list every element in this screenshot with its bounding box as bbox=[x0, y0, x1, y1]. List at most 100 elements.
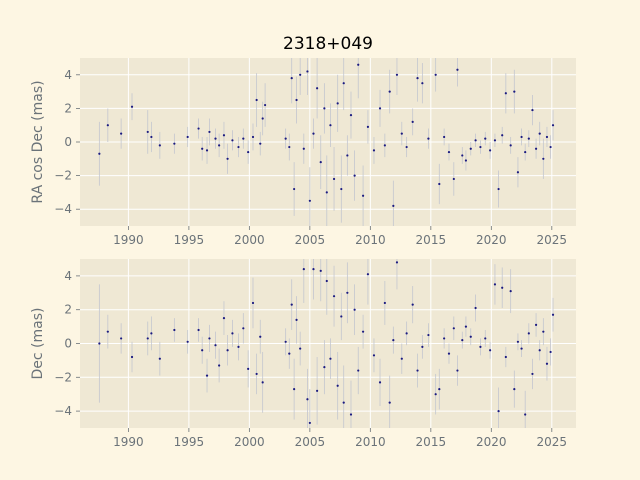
data-point bbox=[421, 345, 424, 348]
data-point bbox=[427, 137, 430, 140]
data-point bbox=[427, 333, 430, 337]
x-tick-label: 1990 bbox=[113, 435, 144, 449]
data-point bbox=[312, 132, 315, 135]
data-point bbox=[255, 98, 258, 102]
data-point bbox=[388, 90, 391, 93]
data-point bbox=[306, 70, 309, 73]
data-point bbox=[434, 393, 437, 396]
figure-title: 2318+049 bbox=[283, 34, 373, 54]
data-point bbox=[538, 349, 541, 352]
data-point bbox=[513, 90, 516, 93]
data-point bbox=[504, 355, 507, 359]
data-point bbox=[312, 268, 315, 271]
data-point bbox=[237, 345, 240, 348]
data-point bbox=[452, 327, 455, 330]
data-point bbox=[416, 369, 419, 372]
data-point bbox=[372, 149, 376, 152]
data-point bbox=[130, 105, 134, 108]
data-point bbox=[378, 107, 382, 110]
x-tick-label: 1995 bbox=[174, 233, 205, 247]
data-point bbox=[299, 73, 302, 76]
data-point bbox=[308, 421, 311, 425]
data-point bbox=[469, 147, 472, 150]
data-point bbox=[173, 328, 176, 332]
data-point bbox=[438, 182, 441, 186]
data-point bbox=[295, 98, 298, 102]
data-point bbox=[443, 337, 446, 340]
data-point bbox=[261, 381, 264, 384]
data-point bbox=[197, 328, 200, 332]
data-point bbox=[302, 268, 305, 271]
y-tick-label: 0 bbox=[64, 337, 72, 351]
data-point bbox=[497, 187, 500, 191]
data-point bbox=[479, 345, 482, 348]
data-point bbox=[549, 350, 552, 354]
x-tick-label: 2015 bbox=[416, 233, 447, 247]
ra-panel: 1990 1995 2000 2005 2010 2015 2020 2025 −4 −2 0 2 4 R… bbox=[30, 58, 576, 247]
data-point bbox=[447, 352, 451, 355]
data-point bbox=[509, 290, 512, 293]
data-point bbox=[325, 191, 328, 194]
data-point bbox=[542, 157, 545, 160]
data-point bbox=[226, 157, 229, 160]
data-point bbox=[316, 389, 319, 392]
data-point bbox=[173, 142, 176, 145]
data-point bbox=[214, 137, 217, 140]
data-point bbox=[411, 120, 414, 123]
data-point bbox=[222, 134, 226, 137]
data-point bbox=[421, 82, 424, 85]
x-tick-label: 2010 bbox=[355, 233, 386, 247]
y-axis-label-dec: Dec (mas) bbox=[30, 308, 46, 380]
data-point bbox=[295, 318, 298, 321]
data-point bbox=[299, 347, 302, 350]
y-axis-label-ra: RA cos Dec (mas) bbox=[30, 80, 46, 203]
data-point bbox=[551, 124, 555, 127]
data-point bbox=[205, 374, 209, 377]
data-point bbox=[479, 145, 482, 149]
data-point bbox=[405, 145, 408, 149]
data-point bbox=[336, 102, 339, 105]
x-tick-label: 2010 bbox=[355, 435, 386, 449]
data-point bbox=[464, 325, 468, 328]
data-point bbox=[120, 132, 123, 135]
data-point bbox=[186, 135, 189, 139]
data-point bbox=[290, 303, 293, 306]
data-point bbox=[456, 68, 459, 71]
y-tick-label: 2 bbox=[64, 303, 72, 317]
data-point bbox=[242, 137, 245, 140]
data-point bbox=[520, 347, 523, 350]
data-point bbox=[489, 149, 492, 152]
x-tick-label: 2025 bbox=[537, 233, 568, 247]
data-point bbox=[319, 161, 322, 164]
data-point bbox=[469, 335, 472, 338]
data-point bbox=[325, 279, 328, 283]
data-point bbox=[400, 357, 403, 360]
data-point bbox=[293, 388, 296, 391]
data-point bbox=[524, 413, 527, 416]
x-tick-label: 2005 bbox=[295, 435, 326, 449]
data-point bbox=[346, 291, 349, 294]
data-point bbox=[452, 177, 455, 181]
data-point bbox=[534, 147, 538, 150]
data-point bbox=[378, 381, 382, 384]
data-point bbox=[247, 150, 250, 154]
data-point bbox=[302, 147, 305, 150]
data-point bbox=[400, 132, 403, 135]
data-point bbox=[208, 337, 211, 340]
data-point bbox=[509, 144, 512, 147]
data-point bbox=[524, 150, 527, 154]
data-point bbox=[150, 332, 153, 335]
data-point bbox=[332, 177, 336, 181]
data-point bbox=[461, 154, 464, 157]
x-tick-label: 2005 bbox=[295, 233, 326, 247]
data-point bbox=[218, 364, 221, 367]
y-tick-label: 4 bbox=[64, 269, 72, 283]
data-point bbox=[130, 355, 134, 359]
data-point bbox=[336, 384, 339, 387]
x-tick-label: 1995 bbox=[174, 435, 205, 449]
data-point bbox=[197, 127, 200, 130]
data-point bbox=[549, 145, 552, 149]
data-point bbox=[251, 135, 255, 139]
dec-panel: 1990 1995 2000 2005 2010 2015 2020 2025 −4 −2 0 2 4 D… bbox=[30, 259, 576, 449]
data-point bbox=[222, 317, 226, 320]
